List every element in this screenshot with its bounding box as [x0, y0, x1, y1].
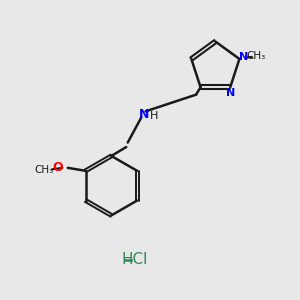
Text: O: O — [52, 161, 63, 174]
Text: CH₃: CH₃ — [246, 51, 266, 61]
Text: H: H — [150, 111, 159, 121]
Text: N: N — [226, 88, 235, 98]
Text: CH₃: CH₃ — [34, 165, 54, 175]
Text: N: N — [139, 108, 149, 121]
Text: HCl: HCl — [122, 253, 148, 268]
Text: N: N — [239, 52, 248, 62]
